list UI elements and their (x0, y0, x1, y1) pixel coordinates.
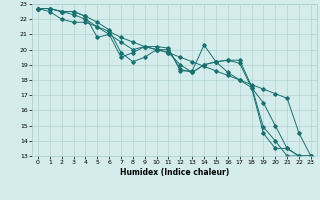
X-axis label: Humidex (Indice chaleur): Humidex (Indice chaleur) (120, 168, 229, 177)
